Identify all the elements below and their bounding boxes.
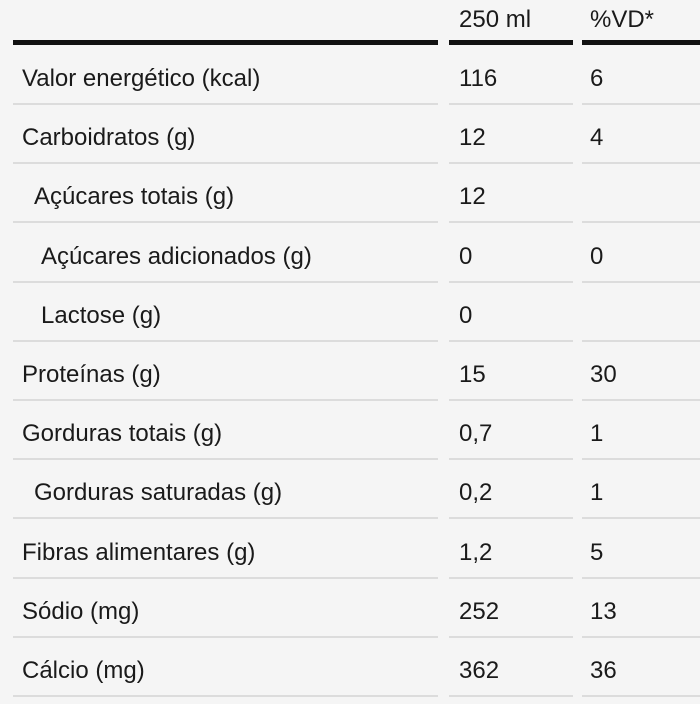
row-divider	[13, 576, 438, 579]
header-divider	[582, 40, 700, 45]
row-divider	[582, 576, 700, 579]
nutrient-name: Lactose (g)	[41, 301, 162, 329]
nutrient-amount: 12	[459, 124, 486, 152]
table-row: Valor energético (kcal) 116 6	[0, 46, 700, 105]
row-divider	[582, 694, 700, 697]
row-divider	[449, 694, 573, 697]
row-divider	[13, 221, 438, 224]
nutrient-daily-value: 4	[590, 124, 604, 152]
row-divider	[582, 221, 700, 224]
nutrient-amount: 0	[459, 242, 473, 270]
nutrient-name: Valor energético (kcal)	[22, 65, 261, 92]
row-divider	[13, 103, 438, 105]
row-divider	[13, 398, 438, 401]
nutrient-daily-value: 36	[590, 656, 617, 684]
nutrient-daily-value: 6	[590, 65, 604, 92]
table-row: Sódio (mg) 252 13	[0, 579, 700, 638]
nutrient-amount: 0,2	[459, 479, 493, 507]
row-divider	[582, 398, 700, 401]
table-row: Lactose (g) 0	[0, 283, 700, 342]
nutrient-amount: 0	[459, 301, 473, 329]
row-divider	[582, 635, 700, 638]
row-divider	[449, 221, 573, 224]
table-row: Gorduras totais (g) 0,7 1	[0, 401, 700, 461]
row-divider	[582, 458, 700, 461]
table-row: Fibras alimentares (g) 1,2 5	[0, 520, 700, 579]
column-header-daily-value: %VD*	[590, 6, 655, 33]
nutrient-amount: 116	[459, 65, 498, 92]
row-divider	[449, 339, 573, 342]
nutrient-name: Carboidratos (g)	[22, 124, 196, 152]
row-divider	[582, 339, 700, 342]
row-divider	[13, 635, 438, 638]
row-divider	[13, 280, 438, 283]
table-row: Proteínas (g) 15 30	[0, 342, 700, 401]
row-divider	[13, 162, 438, 165]
nutrient-daily-value: 13	[590, 597, 617, 625]
nutrient-name: Proteínas (g)	[22, 360, 161, 388]
table-row: Gorduras saturadas (g) 0,2 1	[0, 460, 700, 520]
header-divider	[449, 40, 573, 45]
nutrient-amount: 15	[459, 360, 486, 388]
row-divider	[449, 103, 573, 105]
row-divider	[582, 280, 700, 283]
nutrient-amount: 362	[459, 656, 500, 684]
table-row: Açúcares adicionados (g) 0 0	[0, 224, 700, 283]
table-body: Valor energético (kcal) 116 6 Carboidrat…	[0, 46, 700, 697]
row-divider	[449, 576, 573, 579]
nutrient-amount: 1,2	[459, 538, 493, 566]
table-row: Carboidratos (g) 12 4	[0, 105, 700, 165]
row-divider	[13, 694, 438, 697]
nutrient-daily-value: 30	[590, 360, 617, 388]
nutrient-daily-value: 1	[590, 420, 604, 448]
row-divider	[449, 280, 573, 283]
nutrient-name: Açúcares totais (g)	[34, 183, 235, 211]
row-divider	[449, 162, 573, 165]
row-divider	[449, 517, 573, 520]
row-divider	[582, 162, 700, 165]
column-header-serving: 250 ml	[459, 6, 532, 33]
table-header: 250 ml %VD*	[0, 0, 700, 45]
nutrient-amount: 252	[459, 597, 500, 625]
row-divider	[13, 339, 438, 342]
row-divider	[449, 635, 573, 638]
nutrient-name: Açúcares adicionados (g)	[41, 242, 312, 270]
table-row: Cálcio (mg) 362 36	[0, 638, 700, 697]
row-divider	[13, 517, 438, 520]
nutrient-name: Gorduras totais (g)	[22, 420, 223, 448]
nutrient-amount: 12	[459, 183, 486, 211]
nutrient-name: Gorduras saturadas (g)	[34, 479, 283, 507]
nutrient-daily-value: 5	[590, 538, 604, 566]
header-divider	[13, 40, 438, 45]
table-row: Açúcares totais (g) 12	[0, 164, 700, 224]
row-divider	[449, 458, 573, 461]
row-divider	[13, 458, 438, 461]
row-divider	[582, 517, 700, 520]
nutrient-daily-value: 0	[590, 242, 604, 270]
nutrient-amount: 0,7	[459, 420, 493, 448]
nutrient-name: Cálcio (mg)	[22, 656, 145, 684]
nutrient-name: Sódio (mg)	[22, 597, 140, 625]
row-divider	[449, 398, 573, 401]
nutrient-name: Fibras alimentares (g)	[22, 538, 256, 566]
row-divider	[582, 103, 700, 105]
nutrient-daily-value: 1	[590, 479, 604, 507]
